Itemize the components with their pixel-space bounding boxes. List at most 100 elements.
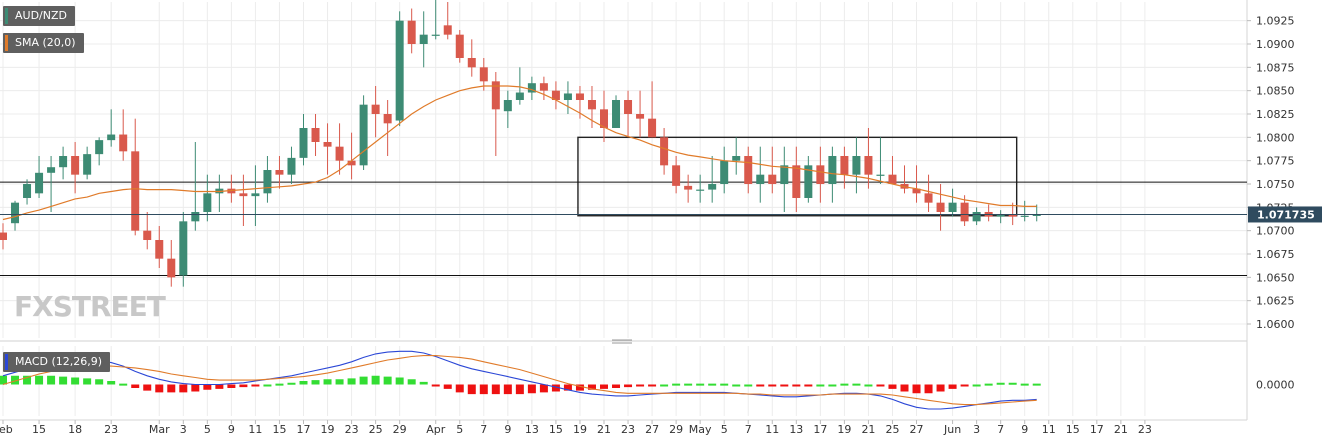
candle: [479, 58, 488, 91]
x-tick-label: 5: [721, 423, 728, 436]
candle-body: [347, 160, 356, 166]
sma-polyline: [2, 85, 1037, 221]
x-tick-label: 19: [321, 423, 335, 436]
candle-body: [131, 151, 140, 231]
candle: [1032, 204, 1041, 222]
x-tick-label: 29: [393, 423, 407, 436]
x-tick-label: 15: [272, 423, 286, 436]
sma-label-text: SMA (20,0): [15, 36, 76, 49]
candle-body: [107, 134, 116, 141]
x-tick-label: 9: [1021, 423, 1028, 436]
symbol-label[interactable]: AUD/NZD: [3, 6, 75, 26]
y-axis: 1.0925 1.0900 1.0875 1.0850 1.0825 1.0800 1.07…: [1247, 15, 1295, 392]
candle: [455, 30, 464, 63]
macd-histogram-bar: [756, 384, 765, 387]
candle-body: [23, 184, 32, 198]
candle-body: [1032, 214, 1041, 216]
macd-histogram-bar: [299, 381, 308, 385]
macd-label-text: MACD (12,26,9): [15, 355, 103, 368]
x-tick-label: 19: [573, 423, 587, 436]
y-tick-label: 1.0800: [1256, 131, 1295, 144]
macd-histogram-bar: [648, 384, 657, 387]
candle-body: [275, 170, 284, 175]
x-tick-label: 13: [525, 423, 539, 436]
candle: [936, 184, 945, 231]
macd-histogram-bar: [587, 384, 596, 390]
candle-body: [35, 172, 44, 194]
macd-histogram-bar: [359, 376, 368, 385]
y-tick-label: 1.0850: [1256, 85, 1295, 98]
macd-histogram-bar: [383, 376, 392, 385]
candle-body: [648, 118, 657, 138]
macd-panel: [0, 350, 1041, 410]
candle-body: [720, 160, 729, 184]
candle-body: [876, 174, 885, 176]
x-tick-label: 13: [789, 423, 803, 436]
macd-histogram-bar: [479, 384, 488, 395]
candle: [527, 76, 536, 100]
x-tick-label: 5: [456, 423, 463, 436]
y-tick-label: 1.0900: [1256, 38, 1295, 51]
candle-body: [864, 156, 873, 175]
candle: [852, 137, 861, 194]
last-price-tag: 1.071735: [0, 206, 1322, 223]
x-tick-label: 23: [345, 423, 359, 436]
y-tick-label: 1.0600: [1256, 318, 1295, 331]
macd-histogram-bar: [179, 384, 188, 393]
candle-body: [407, 20, 416, 44]
candle-body: [936, 202, 945, 212]
candle: [648, 81, 657, 138]
candle: [816, 146, 825, 203]
macd-histogram-bar: [191, 384, 200, 392]
x-tick-label: 15: [549, 423, 563, 436]
macd-histogram-bar: [720, 383, 729, 386]
x-tick-label: 15: [32, 423, 46, 436]
candle-body: [924, 193, 933, 203]
candle-body: [167, 258, 176, 278]
candle-body: [575, 93, 584, 100]
candle: [239, 174, 248, 226]
candle-body: [744, 156, 753, 184]
macd-histogram-bar: [395, 377, 404, 385]
macd-histogram-bar: [1032, 383, 1041, 386]
x-tick-label: 9: [228, 423, 235, 436]
macd-histogram-bar: [419, 381, 428, 385]
candle: [383, 100, 392, 156]
sma-swatch: [5, 35, 8, 51]
candle: [83, 146, 92, 180]
candle: [191, 142, 200, 231]
candle: [900, 165, 909, 194]
range-rectangle[interactable]: [577, 136, 1018, 217]
candle-body: [503, 100, 512, 112]
macd-histogram-bar: [335, 379, 344, 385]
macd-histogram-bar: [744, 384, 753, 387]
macd-label[interactable]: MACD (12,26,9): [3, 352, 111, 372]
candles[interactable]: [0, 0, 1041, 287]
candle-body: [624, 100, 633, 114]
macd-histogram-bar: [660, 384, 669, 387]
macd-histogram-bar: [143, 384, 152, 391]
macd-histogram-bar: [612, 384, 621, 388]
candle: [732, 137, 741, 175]
symbol-swatch: [5, 8, 8, 24]
candle: [768, 146, 777, 194]
candle: [780, 146, 789, 212]
macd-histogram-bar: [35, 375, 44, 385]
candle: [131, 118, 140, 236]
candle-body: [996, 214, 1005, 217]
macd-histogram-bar: [503, 384, 512, 395]
candle-body: [479, 67, 488, 82]
range-rectangle-box: [577, 136, 1018, 217]
candle: [167, 240, 176, 287]
candle: [660, 128, 669, 175]
macd-histogram-bar: [515, 384, 524, 395]
candle: [551, 81, 560, 110]
candle-body: [191, 212, 200, 222]
sma-label[interactable]: SMA (20,0): [3, 33, 84, 53]
macd-histogram-bar: [600, 384, 608, 389]
macd-histogram-bar: [311, 380, 320, 385]
macd-histogram-bar: [11, 375, 20, 385]
x-axis: Feb 15 18 23 Mar 3 5 9 11 15 17 19 23 25 29 Apr 5 7 9 13 15 1…: [0, 420, 1152, 436]
candle: [696, 174, 705, 203]
